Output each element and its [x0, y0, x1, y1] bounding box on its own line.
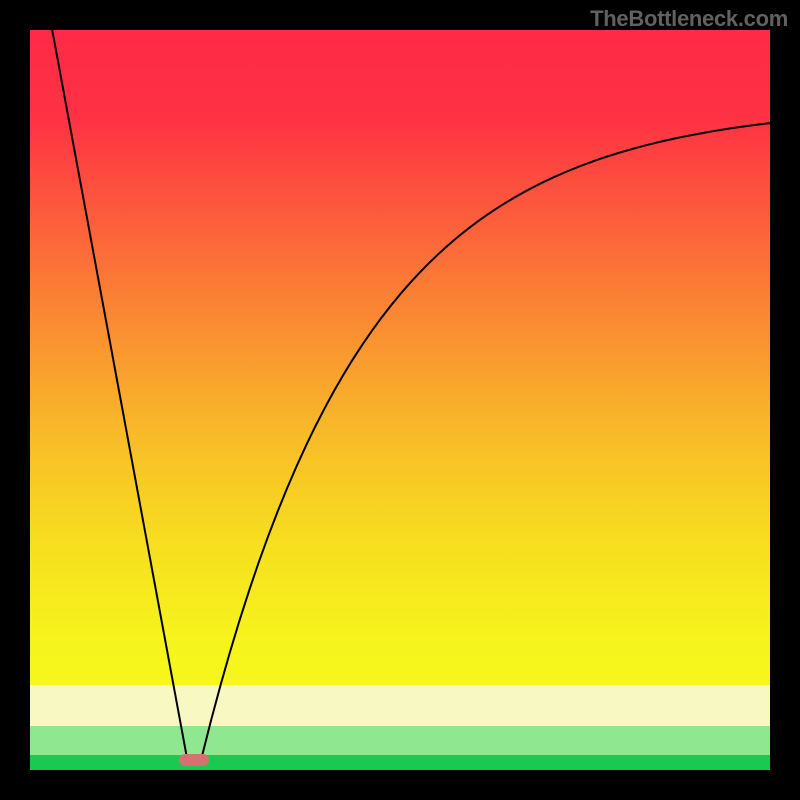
plot-area	[30, 30, 770, 770]
chart-container: TheBottleneck.com	[0, 0, 800, 800]
optimum-marker	[179, 754, 209, 766]
watermark-text: TheBottleneck.com	[590, 6, 788, 32]
bottleneck-curve	[30, 30, 770, 770]
